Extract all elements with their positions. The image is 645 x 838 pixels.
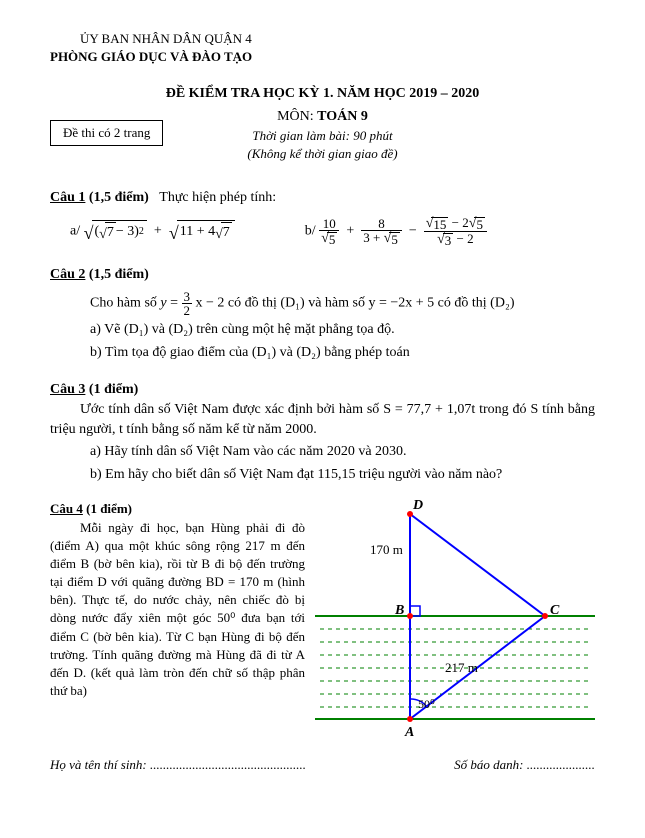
q1a: a/ √ (√7 − 3)2 + √ 11 + 4√7 bbox=[70, 220, 235, 243]
q1a-inner-sqrt2: √7 bbox=[215, 222, 232, 243]
q1-points: (1,5 điểm) bbox=[89, 190, 149, 205]
q1-expressions: a/ √ (√7 − 3)2 + √ 11 + 4√7 b/ bbox=[70, 216, 595, 247]
q1a-outer-sqrt: √ (√7 − 3)2 bbox=[84, 220, 147, 243]
q2-points: (1,5 điểm) bbox=[89, 267, 149, 282]
q1a-plus: + bbox=[150, 223, 165, 238]
q2-body: Cho hàm số y = 3 2 x − 2 có đồ thị (D₁) … bbox=[90, 290, 595, 317]
q1b-frac2: 8 3 + √5 bbox=[361, 217, 402, 246]
label-A: A bbox=[404, 725, 414, 740]
footer-id: Số báo danh: ..................... bbox=[454, 756, 595, 774]
q2b: b) Tìm tọa độ giao điểm của (D₁) và (D₂)… bbox=[90, 343, 595, 363]
q3-points: (1 điểm) bbox=[89, 382, 138, 397]
q1a-prefix: a/ bbox=[70, 223, 80, 238]
q3a: a) Hãy tính dân số Việt Nam vào các năm … bbox=[90, 442, 595, 462]
q1-heading: Câu 1 (1,5 điểm) Thực hiện phép tính: bbox=[50, 188, 595, 208]
len-217: 217 m bbox=[445, 660, 478, 675]
q2-frac: 3 2 bbox=[182, 290, 193, 317]
q3b: b) Em hãy cho biết dân số Việt Nam đạt 1… bbox=[90, 465, 595, 485]
q2-rest: x − 2 có đồ thị (D₁) và hàm số y = −2x +… bbox=[196, 296, 515, 311]
org-line2: PHÒNG GIÁO DỤC VÀ ĐÀO TẠO bbox=[50, 48, 595, 66]
exam-title: ĐỀ KIỂM TRA HỌC KỲ 1. NĂM HỌC 2019 – 202… bbox=[50, 84, 595, 104]
angle-50: 50⁰ bbox=[418, 697, 435, 711]
q2-frac-den: 2 bbox=[182, 304, 193, 317]
q2a: a) Vẽ (D₁) và (D₂) trên cùng một hệ mặt … bbox=[90, 320, 595, 340]
q1b-plus: + bbox=[343, 223, 358, 238]
q4-block: Câu 4 (1 điểm) Mỗi ngày đi học, bạn Hùng… bbox=[50, 494, 305, 700]
q1-label: Câu 1 bbox=[50, 190, 85, 205]
q1-prompt: Thực hiện phép tính: bbox=[159, 190, 276, 205]
q4-label: Câu 4 bbox=[50, 501, 83, 516]
q2-heading: Câu 2 (1,5 điểm) bbox=[50, 265, 595, 285]
q1a-sqrt2: √ 11 + 4√7 bbox=[169, 220, 235, 243]
q3-heading: Câu 3 (1 điểm) bbox=[50, 380, 595, 400]
footer-name: Họ và tên thí sinh: ....................… bbox=[50, 756, 306, 774]
q4-diagram: D B C A 170 m 217 m 50⁰ bbox=[315, 494, 595, 744]
exam-note: (Không kể thời gian giao đề) bbox=[50, 145, 595, 163]
q3-p1: Ước tính dân số Việt Nam được xác định b… bbox=[50, 400, 595, 439]
label-C: C bbox=[550, 603, 560, 618]
q1b-minus: − bbox=[405, 223, 420, 238]
q3-label: Câu 3 bbox=[50, 382, 85, 397]
exam-pages-box: Đề thi có 2 trang bbox=[50, 120, 163, 146]
len-170: 170 m bbox=[370, 542, 403, 557]
org-header: ỦY BAN NHÂN DÂN QUẬN 4 PHÒNG GIÁO DỤC VÀ… bbox=[50, 30, 595, 66]
q1b: b/ 10 √5 + 8 3 + √5 − √15 − 2√5 √3 − 2 bbox=[305, 216, 487, 247]
q1a-inner-sqrt1: √7 bbox=[99, 222, 116, 243]
subject-bold: TOÁN 9 bbox=[317, 109, 368, 124]
diagram-svg: D B C A 170 m 217 m 50⁰ bbox=[315, 494, 595, 744]
q1b-prefix: b/ bbox=[305, 223, 316, 238]
label-D: D bbox=[412, 498, 423, 513]
q2-prompt: Cho hàm số bbox=[90, 296, 160, 311]
label-B: B bbox=[394, 603, 404, 618]
q4-points: (1 điểm) bbox=[86, 501, 132, 516]
q2-frac-num: 3 bbox=[182, 290, 193, 304]
q1b-frac1: 10 √5 bbox=[319, 217, 339, 246]
q2-label: Câu 2 bbox=[50, 267, 85, 282]
q1b-frac3: √15 − 2√5 √3 − 2 bbox=[424, 216, 487, 247]
org-line1: ỦY BAN NHÂN DÂN QUẬN 4 bbox=[80, 30, 595, 48]
q4-text: Mỗi ngày đi học, bạn Hùng phải đi đò (đi… bbox=[50, 519, 305, 701]
footer: Họ và tên thí sinh: ....................… bbox=[50, 756, 595, 774]
